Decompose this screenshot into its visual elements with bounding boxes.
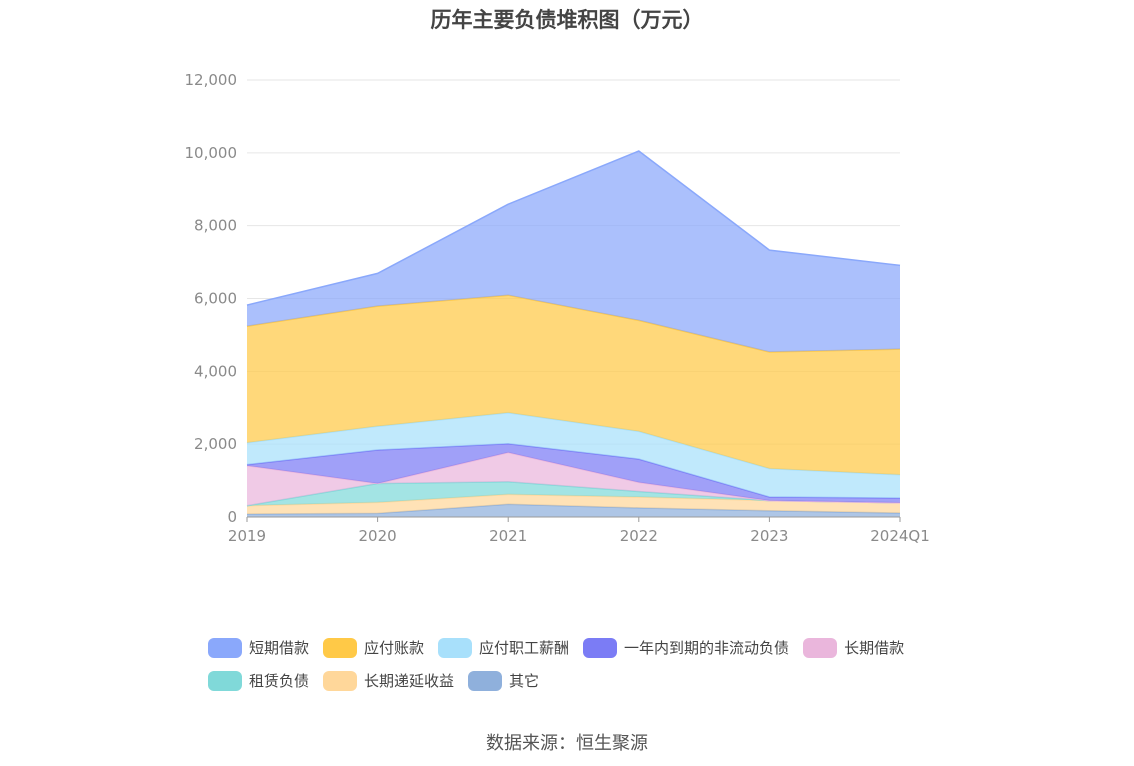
legend-item-short-term-loans[interactable]: 短期借款 (208, 637, 309, 658)
legend-item-current-portion-noncurrent[interactable]: 一年内到期的非流动负债 (583, 637, 789, 658)
legend-row-1: 短期借款 应付账款 应付职工薪酬 一年内到期的非流动负债 长期借款 (208, 631, 968, 664)
legend-swatch (323, 637, 358, 658)
x-tick-label: 2021 (489, 527, 527, 545)
legend-item-other[interactable]: 其它 (468, 670, 539, 691)
legend-label: 短期借款 (249, 639, 310, 657)
legend: 短期借款 应付账款 应付职工薪酬 一年内到期的非流动负债 长期借款 租赁负债 长… (208, 631, 968, 697)
legend-item-lease-liabilities[interactable]: 租赁负债 (208, 670, 309, 691)
y-tick-label: 12,000 (185, 71, 238, 89)
legend-swatch (803, 637, 838, 658)
x-tick-label: 2022 (620, 527, 658, 545)
legend-swatch (208, 637, 242, 658)
y-tick-label: 2,000 (194, 435, 237, 453)
area-series (247, 494, 900, 515)
area-series (247, 481, 900, 506)
legend-item-deferred-income[interactable]: 长期递延收益 (323, 670, 454, 691)
x-tick-label: 2019 (228, 527, 266, 545)
y-tick-label: 6,000 (194, 290, 237, 308)
chart-title: 历年主要负债堆积图（万元） (430, 8, 704, 32)
area-series-edge (246, 150, 901, 306)
area-series (247, 151, 900, 352)
legend-label: 应付职工薪酬 (479, 639, 570, 657)
x-tick-label: 2020 (359, 527, 397, 545)
legend-swatch (468, 670, 503, 691)
legend-label: 其它 (509, 672, 540, 690)
y-tick-label: 8,000 (194, 217, 237, 235)
area-series (247, 412, 900, 499)
legend-item-long-term-loans[interactable]: 长期借款 (803, 637, 904, 658)
legend-swatch (583, 637, 618, 658)
legend-label: 应付账款 (364, 639, 425, 657)
legend-swatch (323, 670, 358, 691)
legend-label: 租赁负债 (249, 672, 310, 690)
legend-row-2: 租赁负债 长期递延收益 其它 (208, 664, 968, 697)
legend-label: 一年内到期的非流动负债 (624, 639, 790, 657)
legend-label: 长期借款 (844, 639, 905, 657)
source-note: 数据来源：恒生聚源 (486, 733, 648, 754)
area-series (247, 295, 900, 475)
legend-swatch (438, 637, 473, 658)
x-tick-label: 2024Q1 (870, 527, 930, 545)
legend-swatch (208, 670, 242, 691)
area-series (247, 504, 900, 517)
area-series (247, 452, 900, 506)
legend-item-accounts-payable[interactable]: 应付账款 (323, 637, 424, 658)
legend-item-payroll-payable[interactable]: 应付职工薪酬 (438, 637, 569, 658)
y-tick-label: 4,000 (194, 362, 237, 380)
x-tick-label: 2023 (750, 527, 788, 545)
y-tick-label: 10,000 (185, 144, 238, 162)
legend-label: 长期递延收益 (364, 672, 455, 690)
y-tick-label: 0 (227, 508, 237, 526)
